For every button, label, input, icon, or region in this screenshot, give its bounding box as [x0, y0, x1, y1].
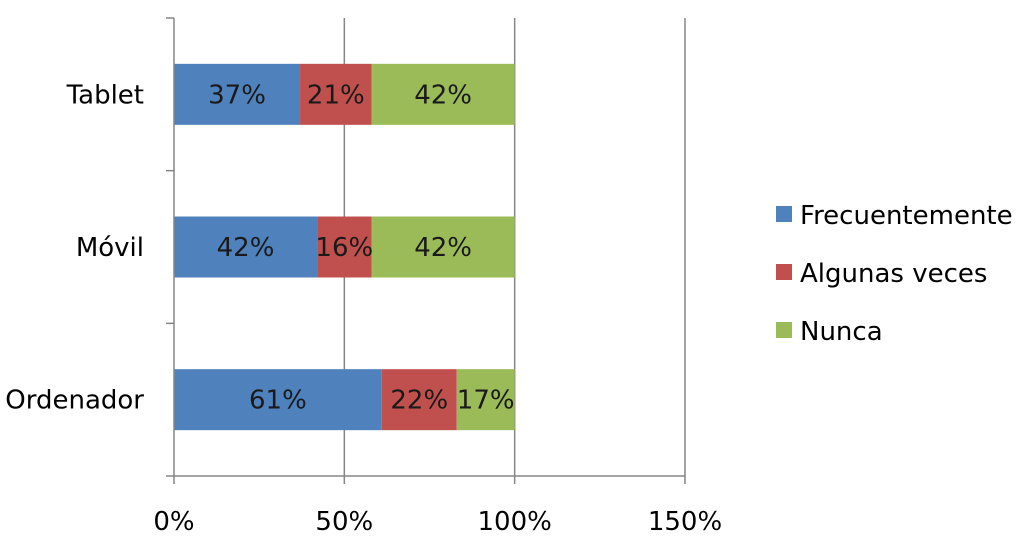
bar-ordenador-0 — [174, 369, 382, 431]
x-tick-label-0: 0% — [153, 507, 194, 537]
legend-label-1: Algunas veces — [800, 259, 987, 289]
category-label-2: Ordenador — [5, 386, 144, 416]
bar-móvil-2 — [371, 216, 515, 278]
legend-swatch-1 — [776, 264, 792, 280]
bar-ordenador-2 — [456, 369, 515, 431]
bar-tablet-0 — [174, 63, 301, 125]
category-label-0: Tablet — [66, 80, 144, 110]
legend: Frecuentemente Algunas veces Nunca — [776, 201, 1013, 347]
legend-swatch-0 — [776, 206, 792, 222]
legend-label-0: Frecuentemente — [800, 201, 1013, 231]
data-label-ordenador-2: 17% — [457, 386, 515, 416]
bar-tablet-1 — [300, 63, 372, 125]
category-label-1: Móvil — [76, 233, 144, 263]
data-label-tablet-1: 21% — [307, 80, 365, 110]
data-label-ordenador-1: 22% — [390, 386, 448, 416]
axes — [166, 17, 686, 484]
bar-tablet-2 — [371, 63, 515, 125]
bar-móvil-0 — [174, 216, 318, 278]
legend-label-2: Nunca — [800, 317, 883, 347]
labels: 0% 50% 100% 150% 37% 21% 42% Tablet 42% 16% 42% Móv… — [5, 80, 722, 537]
data-label-tablet-0: 37% — [208, 80, 266, 110]
data-label-tablet-2: 42% — [414, 80, 472, 110]
bar-móvil-1 — [317, 216, 372, 278]
data-label-móvil-0: 42% — [217, 233, 275, 263]
data-label-móvil-2: 42% — [414, 233, 472, 263]
data-label-ordenador-0: 61% — [249, 386, 307, 416]
x-tick-label-3: 150% — [648, 507, 722, 537]
legend-swatch-2 — [776, 322, 792, 338]
bar-ordenador-1 — [381, 369, 457, 431]
bars — [174, 63, 515, 431]
data-label-móvil-1: 16% — [315, 233, 373, 263]
x-tick-label-2: 100% — [477, 507, 551, 537]
x-tick-label-1: 50% — [315, 507, 373, 537]
